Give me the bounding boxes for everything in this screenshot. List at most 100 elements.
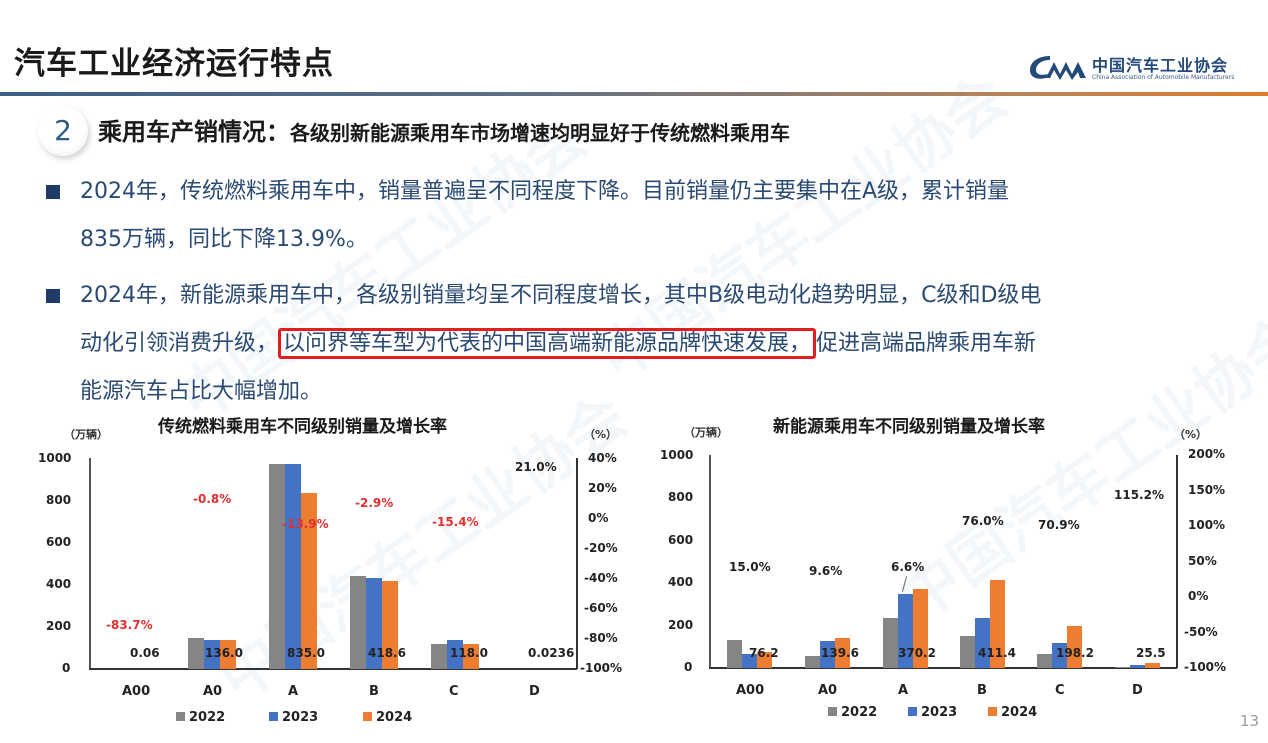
y2-tick: 100% <box>1188 518 1226 532</box>
page-number: 13 <box>1240 712 1260 730</box>
y-tick: 0 <box>62 661 71 675</box>
bullet-item: 2024年，传统燃料乘用车中，销量普遍呈不同程度下降。目前销量仍主要集中在A级，… <box>46 168 1236 264</box>
y2-tick: -20% <box>584 541 618 555</box>
growth-rate-label: 6.6% <box>891 560 925 574</box>
value-label: 198.2 <box>1056 646 1094 660</box>
y2-tick: -40% <box>584 571 618 585</box>
bar-2022 <box>727 640 742 668</box>
y2-tick: -80% <box>584 631 618 645</box>
bar-2024 <box>990 580 1005 668</box>
bar-2023 <box>204 640 220 669</box>
value-label: 411.4 <box>978 646 1016 660</box>
y-axis-line <box>89 458 91 669</box>
y2-tick: 0% <box>1188 589 1209 603</box>
bar-2022 <box>1037 654 1052 668</box>
bar-2022 <box>805 656 820 668</box>
y2-axis-unit: （%） <box>1174 428 1208 441</box>
bar-2022 <box>960 636 975 668</box>
growth-rate-label: 70.9% <box>1038 518 1080 532</box>
bullet-text-line: 835万辆，同比下降13.9%。 <box>80 227 368 252</box>
legend-item-2024: 2024 <box>988 705 1037 720</box>
bar-2023 <box>820 641 835 668</box>
bar-2022 <box>883 618 898 668</box>
leader-line <box>901 576 908 592</box>
bullet-square-icon <box>46 289 60 303</box>
value-label: 118.0 <box>450 646 488 660</box>
logo-name-cn: 中国汽车工业协会 <box>1092 56 1229 75</box>
legend-swatch <box>988 707 997 716</box>
y2-tick: -100% <box>580 661 623 675</box>
bullet-square-icon <box>46 185 60 199</box>
bar-2024 <box>220 640 236 669</box>
value-label: 0.0236 <box>528 646 575 660</box>
y2-axis-line <box>1176 455 1178 668</box>
value-label: 136.0 <box>205 646 243 660</box>
chart-traditional-fuel: 传统燃料乘用车不同级别销量及增长率 （万辆） （%） 1000 800 600 … <box>0 400 640 743</box>
y2-tick: 50% <box>1188 554 1217 568</box>
bar-2024 <box>757 652 772 668</box>
y-axis-unit: （万辆） <box>64 428 108 441</box>
bar-2022 <box>188 638 204 669</box>
highlight-box: 以问界等车型为代表的中国高端新能源品牌快速发展， <box>278 328 817 359</box>
y2-tick: 150% <box>1188 483 1226 497</box>
growth-rate-label: 76.0% <box>962 514 1004 528</box>
y-tick: 400 <box>668 575 694 589</box>
x-category: A <box>288 684 299 699</box>
x-category: A00 <box>736 683 765 698</box>
y2-tick: 200% <box>1188 447 1226 461</box>
y-tick: 800 <box>668 490 694 504</box>
bar-2024 <box>301 493 317 669</box>
legend-swatch <box>176 712 185 721</box>
bar-2024 <box>1145 663 1160 668</box>
chart-title: 传统燃料乘用车不同级别销量及增长率 <box>158 417 447 437</box>
y-tick: 600 <box>668 533 694 547</box>
caam-logo: 中国汽车工业协会 China Association of Automobile… <box>1028 50 1238 86</box>
y2-axis-unit: （%） <box>584 428 618 441</box>
y2-tick: 40% <box>588 451 617 465</box>
bar-2023 <box>975 618 990 668</box>
y-axis-unit: （万辆） <box>684 426 728 439</box>
y-tick: 600 <box>46 535 72 549</box>
bullet-text-line: 动化引领消费升级， 以问界等车型为代表的中国高端新能源品牌快速发展， 促进高端品牌乘… <box>80 320 1240 368</box>
chart-new-energy: 新能源乘用车不同级别销量及增长率 （万辆） （%） 1000 800 600 4… <box>640 400 1268 743</box>
y2-tick: 20% <box>588 481 617 495</box>
bullet-text-segment: 促进高端品牌乘用车新 <box>816 331 1037 356</box>
bar-2022 <box>1115 667 1130 668</box>
section-subheading: 各级别新能源乘用车市场增速均明显好于传统燃料乘用车 <box>290 121 790 145</box>
x-category: D <box>1132 683 1143 698</box>
y-tick: 400 <box>46 577 72 591</box>
bullet-text-line: 能源汽车占比大幅增加。 <box>80 379 323 404</box>
growth-rate-label: -0.8% <box>193 492 232 506</box>
y2-tick: -50% <box>1184 625 1218 639</box>
bullet-text-line: 2024年，传统燃料乘用车中，销量普遍呈不同程度下降。目前销量仍主要集中在A级，… <box>80 179 1010 204</box>
y-tick: 200 <box>668 618 694 632</box>
bar-2023 <box>742 654 757 668</box>
value-label: 0.06 <box>130 646 160 660</box>
bar-2022 <box>431 644 447 669</box>
growth-rate-label: 9.6% <box>809 564 843 578</box>
value-label: 418.6 <box>368 646 406 660</box>
x-category: A0 <box>818 683 838 698</box>
y-tick: 800 <box>46 493 72 507</box>
value-label: 139.6 <box>821 646 859 660</box>
logo-name-en: China Association of Automobile Manufact… <box>1092 74 1235 81</box>
y2-tick: 0% <box>588 511 609 525</box>
value-label: 835.0 <box>287 646 325 660</box>
bar-2022 <box>269 464 285 669</box>
bar-2024 <box>835 638 850 668</box>
value-label: 76.2 <box>749 646 779 660</box>
legend-item-2024: 2024 <box>363 710 412 725</box>
legend-item-2023: 2023 <box>908 705 957 720</box>
legend-item-2023: 2023 <box>269 710 318 725</box>
y-axis-line <box>709 455 711 668</box>
bar-2024 <box>913 589 928 668</box>
bar-2024 <box>463 644 479 669</box>
header-divider <box>0 92 1268 96</box>
x-axis-line <box>89 668 577 670</box>
y2-tick: -100% <box>1184 660 1227 674</box>
section-number-badge: 2 <box>38 106 88 156</box>
page-title: 汽车工业经济运行特点 <box>14 46 334 82</box>
legend-item-2022: 2022 <box>828 705 877 720</box>
x-axis-line <box>709 667 1177 669</box>
bar-2022 <box>350 576 366 669</box>
